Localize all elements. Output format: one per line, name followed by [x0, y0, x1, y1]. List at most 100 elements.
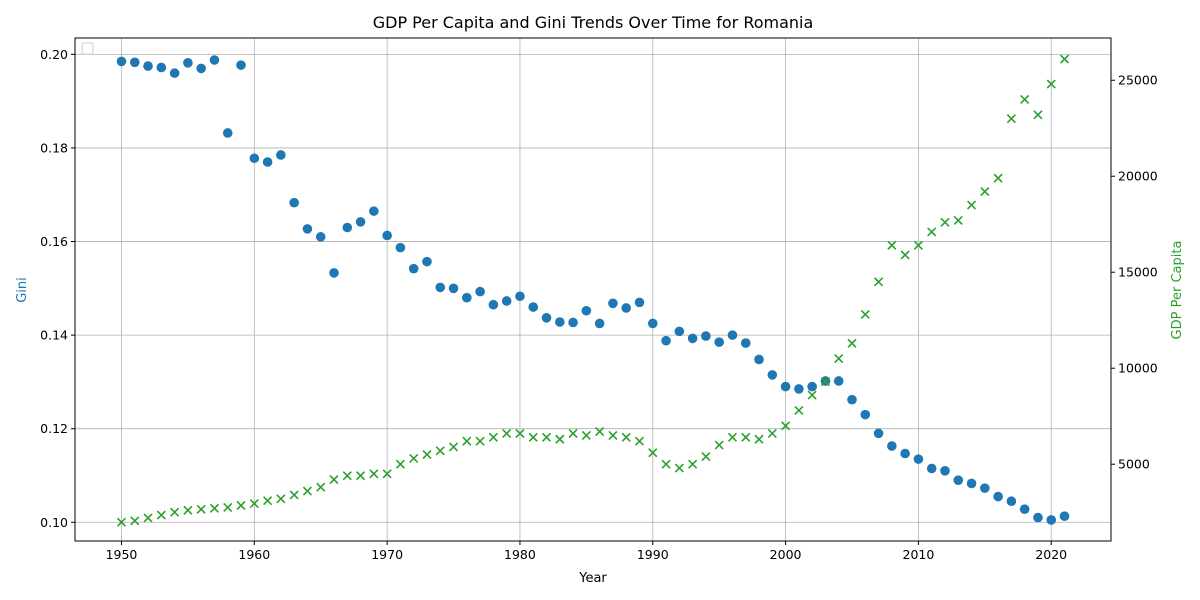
- gini-point: [129, 57, 140, 68]
- gini-point: [289, 197, 299, 208]
- gdp-point: [860, 309, 870, 320]
- gdp-point: [727, 432, 738, 442]
- y-axis-right: 5000 10000 15000 20000 25000: [1111, 73, 1158, 472]
- gini-point: [847, 394, 857, 405]
- gdp-point: [488, 432, 498, 442]
- gini-point: [488, 299, 499, 310]
- gdp-point: [767, 428, 777, 439]
- gini-point: [754, 354, 764, 365]
- gdp-point: [276, 494, 286, 504]
- gdp-point: [409, 453, 419, 464]
- y-right-tick-label: 20000: [1118, 169, 1158, 184]
- gdp-point: [794, 405, 804, 416]
- y-right-tick-label: 15000: [1118, 265, 1158, 280]
- gdp-point: [661, 459, 671, 469]
- gdp-point: [993, 173, 1003, 183]
- gini-point: [980, 483, 990, 493]
- gdp-series: [116, 54, 1070, 527]
- gdp-point: [608, 430, 618, 440]
- gdp-point: [621, 432, 631, 442]
- y-left-tick-label: 0.20: [40, 47, 68, 62]
- gdp-point: [1006, 114, 1016, 124]
- x-tick-label: 1950: [106, 547, 138, 562]
- gini-point: [634, 297, 645, 308]
- gdp-point: [462, 436, 472, 446]
- gdp-point: [741, 432, 751, 442]
- gdp-point: [807, 390, 817, 400]
- gdp-point: [674, 463, 684, 473]
- gdp-point: [263, 496, 273, 506]
- gdp-point: [1033, 110, 1043, 120]
- gdp-point: [515, 428, 525, 439]
- gini-point: [913, 454, 924, 464]
- gini-point: [422, 256, 432, 267]
- x-tick-label: 1980: [504, 547, 536, 562]
- gdp-point: [209, 503, 220, 513]
- grid: [75, 38, 1111, 541]
- gini-point: [369, 206, 379, 216]
- x-tick-label: 1960: [238, 547, 270, 562]
- gini-point: [966, 478, 977, 489]
- gini-point: [262, 157, 273, 167]
- y-left-tick-label: 0.14: [40, 328, 68, 343]
- gini-point: [661, 335, 671, 346]
- gini-point: [780, 381, 791, 392]
- gini-point: [196, 63, 206, 74]
- gini-series: [116, 55, 1070, 525]
- x-tick-label: 2010: [903, 547, 935, 562]
- gini-point: [342, 222, 353, 233]
- gdp-point: [302, 486, 313, 496]
- x-tick-label: 1970: [371, 547, 403, 562]
- gini-point: [554, 317, 565, 327]
- x-tick-label: 1990: [637, 547, 669, 562]
- gini-point: [873, 428, 884, 439]
- gini-point: [993, 491, 1003, 502]
- gdp-point: [634, 436, 645, 446]
- gini-point: [541, 313, 552, 323]
- gdp-point: [289, 490, 299, 500]
- gdp-point: [196, 504, 206, 514]
- y-right-tick-label: 10000: [1118, 361, 1158, 376]
- y-left-tick-label: 0.16: [40, 234, 68, 249]
- gini-point: [156, 62, 167, 73]
- gdp-point: [648, 448, 658, 458]
- gdp-point: [595, 427, 605, 437]
- gdp-point: [581, 430, 591, 440]
- gdp-point: [966, 200, 977, 210]
- gdp-point: [116, 517, 127, 527]
- x-axis: 1950 1960 1970 1980 1990 2000 2010 2020: [106, 541, 1067, 562]
- gini-point: [940, 466, 950, 476]
- gdp-point: [130, 516, 140, 526]
- gini-point: [767, 370, 778, 380]
- gini-point: [674, 326, 685, 337]
- gdp-point: [382, 469, 392, 479]
- gdp-point: [249, 498, 259, 509]
- x-axis-label: Year: [578, 571, 607, 586]
- plot-frame: [74, 37, 1112, 542]
- gini-point: [475, 286, 485, 297]
- gdp-point: [395, 459, 405, 469]
- gdp-point: [329, 474, 339, 485]
- gini-point: [647, 318, 658, 329]
- gini-point: [740, 338, 751, 348]
- gdp-point: [754, 434, 764, 444]
- gdp-point: [435, 446, 445, 456]
- gini-point: [1006, 496, 1017, 507]
- gdp-point: [714, 440, 724, 450]
- gdp-point: [316, 482, 326, 492]
- gini-point: [302, 224, 313, 234]
- gini-point: [608, 298, 618, 309]
- y-axis-left-label: Gini: [15, 277, 30, 303]
- gini-point: [116, 56, 127, 67]
- gdp-point: [834, 354, 844, 364]
- gini-point: [794, 384, 804, 394]
- gdp-point: [940, 217, 950, 227]
- gini-point: [1046, 515, 1057, 525]
- gini-point: [528, 302, 539, 312]
- gdp-point: [980, 187, 990, 197]
- gdp-point: [223, 502, 233, 512]
- gdp-point: [781, 421, 791, 431]
- gdp-point: [688, 459, 698, 469]
- gdp-point: [342, 471, 352, 481]
- gini-point: [621, 303, 632, 313]
